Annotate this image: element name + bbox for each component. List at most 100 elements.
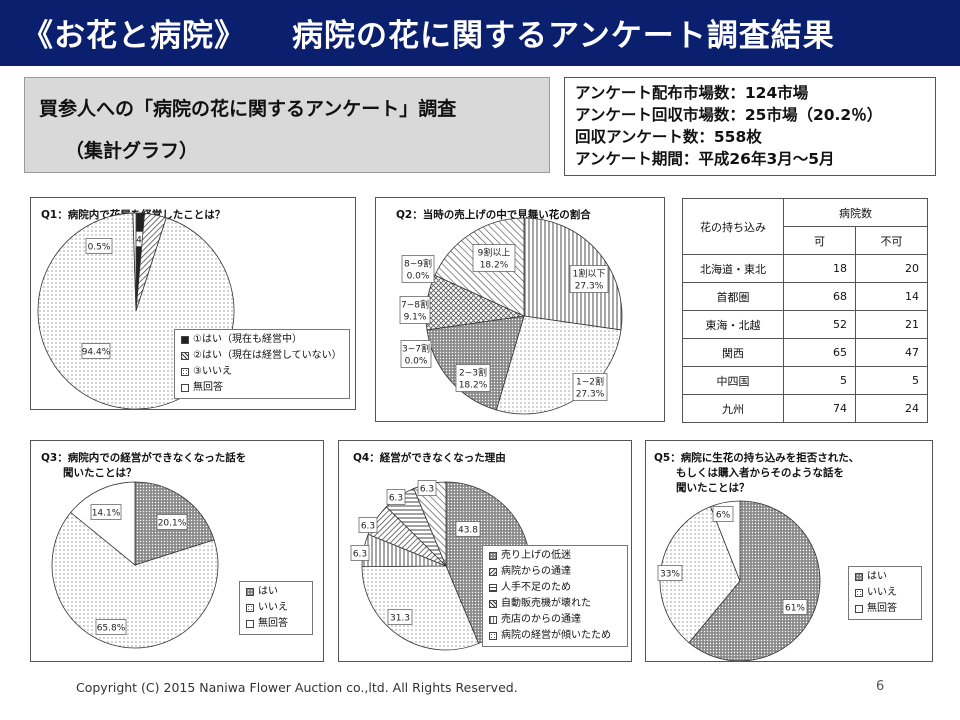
data-label-box bbox=[400, 340, 432, 368]
data-label: 1~2割 bbox=[576, 376, 604, 388]
data-label-box bbox=[569, 265, 609, 293]
data-label: 6.3 bbox=[420, 485, 434, 495]
q4-legend-item: 自動販売機が壊れた bbox=[489, 596, 621, 612]
q5-title-line3: 聞いたことは？ bbox=[676, 482, 750, 494]
data-label-box bbox=[712, 506, 734, 522]
data-label: 6.3 bbox=[361, 522, 375, 532]
info-collected-markets: アンケート回収市場数：25市場（20.2％） bbox=[575, 106, 883, 124]
data-label-box bbox=[455, 521, 481, 537]
data-label: 1.4% bbox=[128, 236, 151, 246]
table-row: 関西 65 47 bbox=[682, 338, 928, 367]
data-label-box bbox=[387, 609, 413, 625]
q2-panel: Q2：当時の売上げの中で見舞い花の割合 1割以下 27.3% 1~2割 27.3% 2~… bbox=[375, 197, 665, 422]
q5-legend-item: 無回答 bbox=[855, 601, 915, 617]
data-label: 43.8 bbox=[458, 526, 478, 536]
survey-subtitle: （集計グラフ） bbox=[65, 140, 199, 162]
q4-pie-chart: 43.8 31.3 6.3 6.3 6.3 6.3 bbox=[350, 480, 531, 651]
data-label: 9.1% bbox=[404, 313, 427, 323]
q5-panel: Q5：病院に生花の持ち込みを拒否された、 もしくは購入者からそのような話を 聞い… bbox=[645, 440, 933, 662]
q1-legend-item: ③いいえ bbox=[181, 364, 343, 380]
table-header-left: 花の持ち込み bbox=[682, 198, 784, 255]
q1-legend-item: ②はい（現在は経営していない） bbox=[181, 348, 343, 364]
q1-legend-item: 無回答 bbox=[181, 380, 343, 396]
page-title: 《お花と病院》 病院の花に関するアンケート調査結果 bbox=[22, 10, 835, 55]
info-distributed: アンケート配布市場数：124市場 bbox=[575, 84, 809, 102]
q5-title-line1: Q5：病院に生花の持ち込みを拒否された、 bbox=[654, 452, 860, 464]
table-row: 北海道・東北 18 20 bbox=[682, 254, 928, 283]
data-label-box bbox=[90, 504, 122, 520]
data-label-box bbox=[782, 599, 808, 615]
data-label: 27.3% bbox=[576, 390, 605, 400]
data-label: 14.1% bbox=[92, 509, 121, 519]
data-label-box bbox=[657, 565, 683, 581]
table-row: 九州 74 24 bbox=[682, 394, 928, 423]
table-row: 中四国 5 5 bbox=[682, 366, 928, 395]
data-label: 6.3 bbox=[353, 550, 367, 560]
q4-title: Q4：経営ができなくなった理由 bbox=[353, 452, 506, 464]
q5-legend: はい いいえ 無回答 bbox=[848, 566, 922, 620]
data-label: 3~7割 bbox=[402, 343, 430, 355]
data-label-box bbox=[85, 238, 113, 254]
data-label-box bbox=[95, 619, 127, 635]
q4-legend-item: 売店のからの通達 bbox=[489, 612, 621, 628]
q3-legend-item: はい bbox=[246, 584, 306, 600]
data-label: 20.1% bbox=[158, 519, 187, 529]
q5-title-line2: もしくは購入者からそのような話を bbox=[676, 467, 844, 479]
q3-legend: はい いいえ 無回答 bbox=[239, 581, 313, 635]
info-period: アンケート期間：平成26年3月～5月 bbox=[575, 150, 835, 168]
q1-legend-item: ①はい（現在も経営中） bbox=[181, 332, 343, 348]
pie-slice bbox=[132, 212, 137, 312]
pie-slice bbox=[688, 500, 821, 661]
title-right: 病院の花に関するアンケート調査結果 bbox=[292, 18, 835, 54]
survey-summary-box: 買参人への「病院の花に関するアンケート」調査 （集計グラフ） bbox=[24, 77, 550, 173]
data-label-box bbox=[358, 517, 378, 533]
data-label: 6% bbox=[716, 511, 731, 521]
header-bar: 《お花と病院》 病院の花に関するアンケート調査結果 bbox=[0, 0, 960, 66]
q1-panel: Q1：病院内で花屋を経営したことは？ 1.4%3.6%94.4%0.5% ①はい… bbox=[30, 197, 356, 410]
data-label-box bbox=[399, 296, 431, 324]
data-label-box bbox=[386, 489, 406, 505]
q4-legend: 売り上げの低迷 病院からの通達 人手不足のため 自動販売機が壊れた 売店のからの… bbox=[482, 545, 628, 647]
data-label-box bbox=[156, 514, 188, 530]
q2-pie-chart: 1割以下 27.3% 1~2割 27.3% 2~3割 18.2% 3~7割 0.0% 7~8割 9… bbox=[399, 217, 623, 415]
q4-legend-item: 病院の経営が傾いたため bbox=[489, 628, 621, 644]
data-label: 18.2% bbox=[480, 261, 509, 271]
q4-legend-item: 売り上げの低迷 bbox=[489, 548, 621, 564]
q3-title: Q3：病院内での経営ができなくなった話を 聞いたことは？ bbox=[41, 451, 246, 481]
q3-title-line1: Q3：病院内での経営ができなくなった話を bbox=[41, 452, 247, 464]
q3-legend-item: 無回答 bbox=[246, 616, 306, 632]
q4-legend-item: 病院からの通達 bbox=[489, 564, 621, 580]
data-label: 0.0% bbox=[407, 272, 430, 282]
data-label-box bbox=[455, 364, 491, 392]
data-label: 65.8% bbox=[97, 624, 126, 634]
q1-legend: ①はい（現在も経営中） ②はい（現在は経営していない） ③いいえ 無回答 bbox=[174, 329, 350, 399]
info-collected-count: 回収アンケート数：558枚 bbox=[575, 128, 762, 146]
survey-info-box: アンケート配布市場数：124市場 アンケート回収市場数：25市場（20.2％） … bbox=[564, 77, 936, 176]
data-label: 0.5% bbox=[88, 243, 111, 253]
pie-slice bbox=[361, 565, 480, 651]
data-label: 9割以上 bbox=[478, 247, 511, 259]
page-number: 6 bbox=[876, 679, 885, 694]
q3-title-line2: 聞いたことは？ bbox=[63, 467, 137, 479]
q5-pie-chart: 61% 33% 6% bbox=[657, 500, 821, 661]
pie-slice bbox=[426, 315, 525, 411]
data-label-box bbox=[572, 373, 608, 401]
data-label: 18.2% bbox=[459, 381, 488, 391]
copyright-text: Copyright (C) 2015 Naniwa Flower Auction… bbox=[76, 680, 518, 695]
data-label: 7~8割 bbox=[401, 299, 429, 311]
q2-title: Q2：当時の売上げの中で見舞い花の割合 bbox=[396, 209, 591, 221]
table-row: 首都圏 68 14 bbox=[682, 282, 928, 311]
title-left: 《お花と病院》 bbox=[22, 18, 246, 54]
q3-pie-chart: 20.1% 65.8% 14.1% bbox=[51, 481, 219, 649]
q5-legend-item: いいえ bbox=[855, 585, 915, 601]
table-header-no: 不可 bbox=[855, 226, 928, 255]
hospital-flower-table: 花の持ち込み 病院数 可 不可 北海道・東北 18 20 首都圏 68 14 東海・北越… bbox=[682, 198, 928, 423]
data-label-box bbox=[472, 244, 516, 272]
data-label: 8~9割 bbox=[404, 258, 432, 270]
data-label: 33% bbox=[660, 570, 680, 580]
data-label: 0.0% bbox=[405, 357, 428, 367]
data-label: 61% bbox=[785, 604, 805, 614]
data-label: 6.3 bbox=[389, 494, 403, 504]
q3-legend-item: いいえ bbox=[246, 600, 306, 616]
pie-slice bbox=[51, 511, 219, 649]
